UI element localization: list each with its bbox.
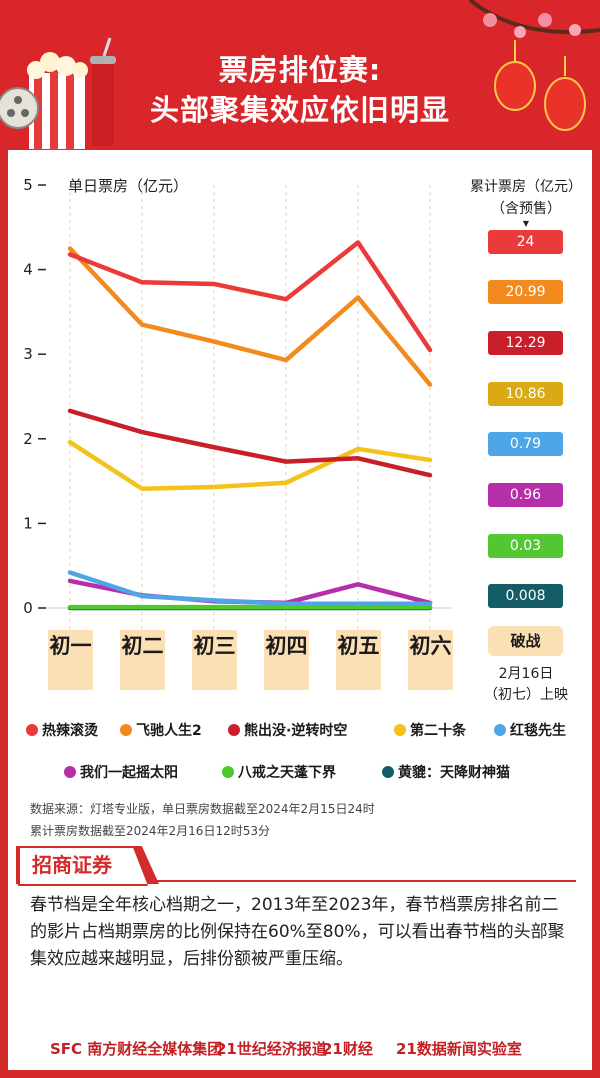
legend-dot [494,724,506,736]
body-paragraph: 春节档是全年核心档期之一，2013年至2023年，春节档票房排名前二的影片占档期… [30,895,565,969]
legend-item: 飞驰人生2 [120,720,202,740]
legend-label: 红毯先生 [510,723,566,739]
series-line [67,408,433,478]
series-line [67,240,433,353]
legend-label: 飞驰人生2 [136,723,202,739]
source-label: 招商证券 [18,846,148,886]
x-tick-label: 初一 [49,633,92,658]
popcorn-icon [27,52,88,150]
day-label-box [264,630,309,690]
title-line-2: 头部聚集效应依旧明显 [149,93,450,127]
legend-dot [64,766,76,778]
page-title: 票房排位赛: 头部聚集效应依旧明显 [0,50,600,130]
legend-item: 八戒之天蓬下界 [222,762,336,782]
cumulative-value: 20.99 [488,280,563,304]
x-tick-label: 初四 [265,633,308,658]
title-line-1: 票房排位赛: [218,53,382,87]
cumulative-header: 累计票房（亿元） （含预售） ▼ [452,176,600,228]
day-label-box [48,630,93,690]
banner-decoration [0,0,600,150]
drink-cup-icon [90,37,116,146]
cumulative-value: 0.03 [488,534,563,558]
legend-label: 热辣滚烫 [42,723,98,739]
y-tick-label: 1 [23,514,33,532]
cumulative-value: 0.96 [488,483,563,507]
day-label-box [120,630,165,690]
line-chart: 0 1 2 3 4 5 单日票房（亿元） [23,176,452,630]
title-banner: 票房排位赛: 头部聚集效应依旧明显 [0,0,600,150]
cumulative-label: 累计票房（亿元） [470,179,582,195]
legend-dot [382,766,394,778]
x-tick-label: 初五 [337,633,380,658]
plum-blossom-icon [468,0,600,38]
divider [16,880,576,882]
extra-note: 2月16日 （初七）上映 [462,664,590,706]
legend-dot [120,724,132,736]
series-line [67,439,433,491]
legend-dot [228,724,240,736]
legend-label: 我们一起摇太阳 [80,765,178,781]
source-note: 数据来源：灯塔专业版，单日票房数据截至2024年2月15日24时 [30,802,375,816]
film-reel-icon [0,87,39,129]
y-tick-label: 4 [23,261,33,279]
y-tick-label: 5 [23,176,33,194]
day-label-box [336,630,381,690]
cumulative-value: 0.79 [488,432,563,456]
legend-dot [394,724,406,736]
series-line [67,570,433,607]
legend-item: 我们一起摇太阳 [64,762,178,782]
legend-item: 红毯先生 [494,720,566,740]
y-tick-label: 0 [23,599,33,617]
lantern-icon [494,40,586,131]
footer-logo-21data: 21数据新闻实验室 [396,1040,522,1058]
legend-item: 熊出没·逆转时空 [228,720,347,740]
legend-label: 黄貔：天降财神猫 [398,765,510,781]
y-axis-label: 单日票房（亿元） [68,177,188,195]
legend-label: 熊出没·逆转时空 [244,723,348,739]
x-tick-label: 初三 [193,633,236,658]
x-tick-label: 初六 [409,633,452,658]
legend-item: 第二十条 [394,720,466,740]
cumulative-value: 0.008 [488,584,563,608]
cumulative-sublabel: （含预售） [491,201,561,217]
legend-item: 黄貔：天降财神猫 [382,762,510,782]
footer: SFC 南方财经全媒体集团 21世纪经济报道 21财经 21数据新闻实验室 [0,1032,600,1062]
series-line [67,246,433,387]
footer-logo-21cbh: 21世纪经济报道 [216,1040,327,1058]
extra-badge: 破战 [488,626,563,656]
cumulative-value: 24 [488,230,563,254]
y-tick-label: 3 [23,345,33,363]
cumulative-value: 12.29 [488,331,563,355]
day-label-box [408,630,453,690]
cumulative-value: 10.86 [488,382,563,406]
x-tick-label: 初二 [121,633,164,658]
legend-item: 热辣滚烫 [26,720,98,740]
release-day: （初七）上映 [484,687,568,703]
y-tick-label: 2 [23,430,33,448]
source-note: 累计票房数据截至2024年2月16日12时53分 [30,824,270,838]
legend-label: 八戒之天蓬下界 [238,765,336,781]
day-label-box [192,630,237,690]
legend-label: 第二十条 [410,723,466,739]
footer-logo-21caijing: 21财经 [322,1040,373,1058]
release-date: 2月16日 [498,666,554,682]
legend-dot [222,766,234,778]
legend-dot [26,724,38,736]
footer-logo-sfc: SFC 南方财经全媒体集团 [50,1040,223,1058]
caret-down-icon: ▼ [522,219,530,228]
